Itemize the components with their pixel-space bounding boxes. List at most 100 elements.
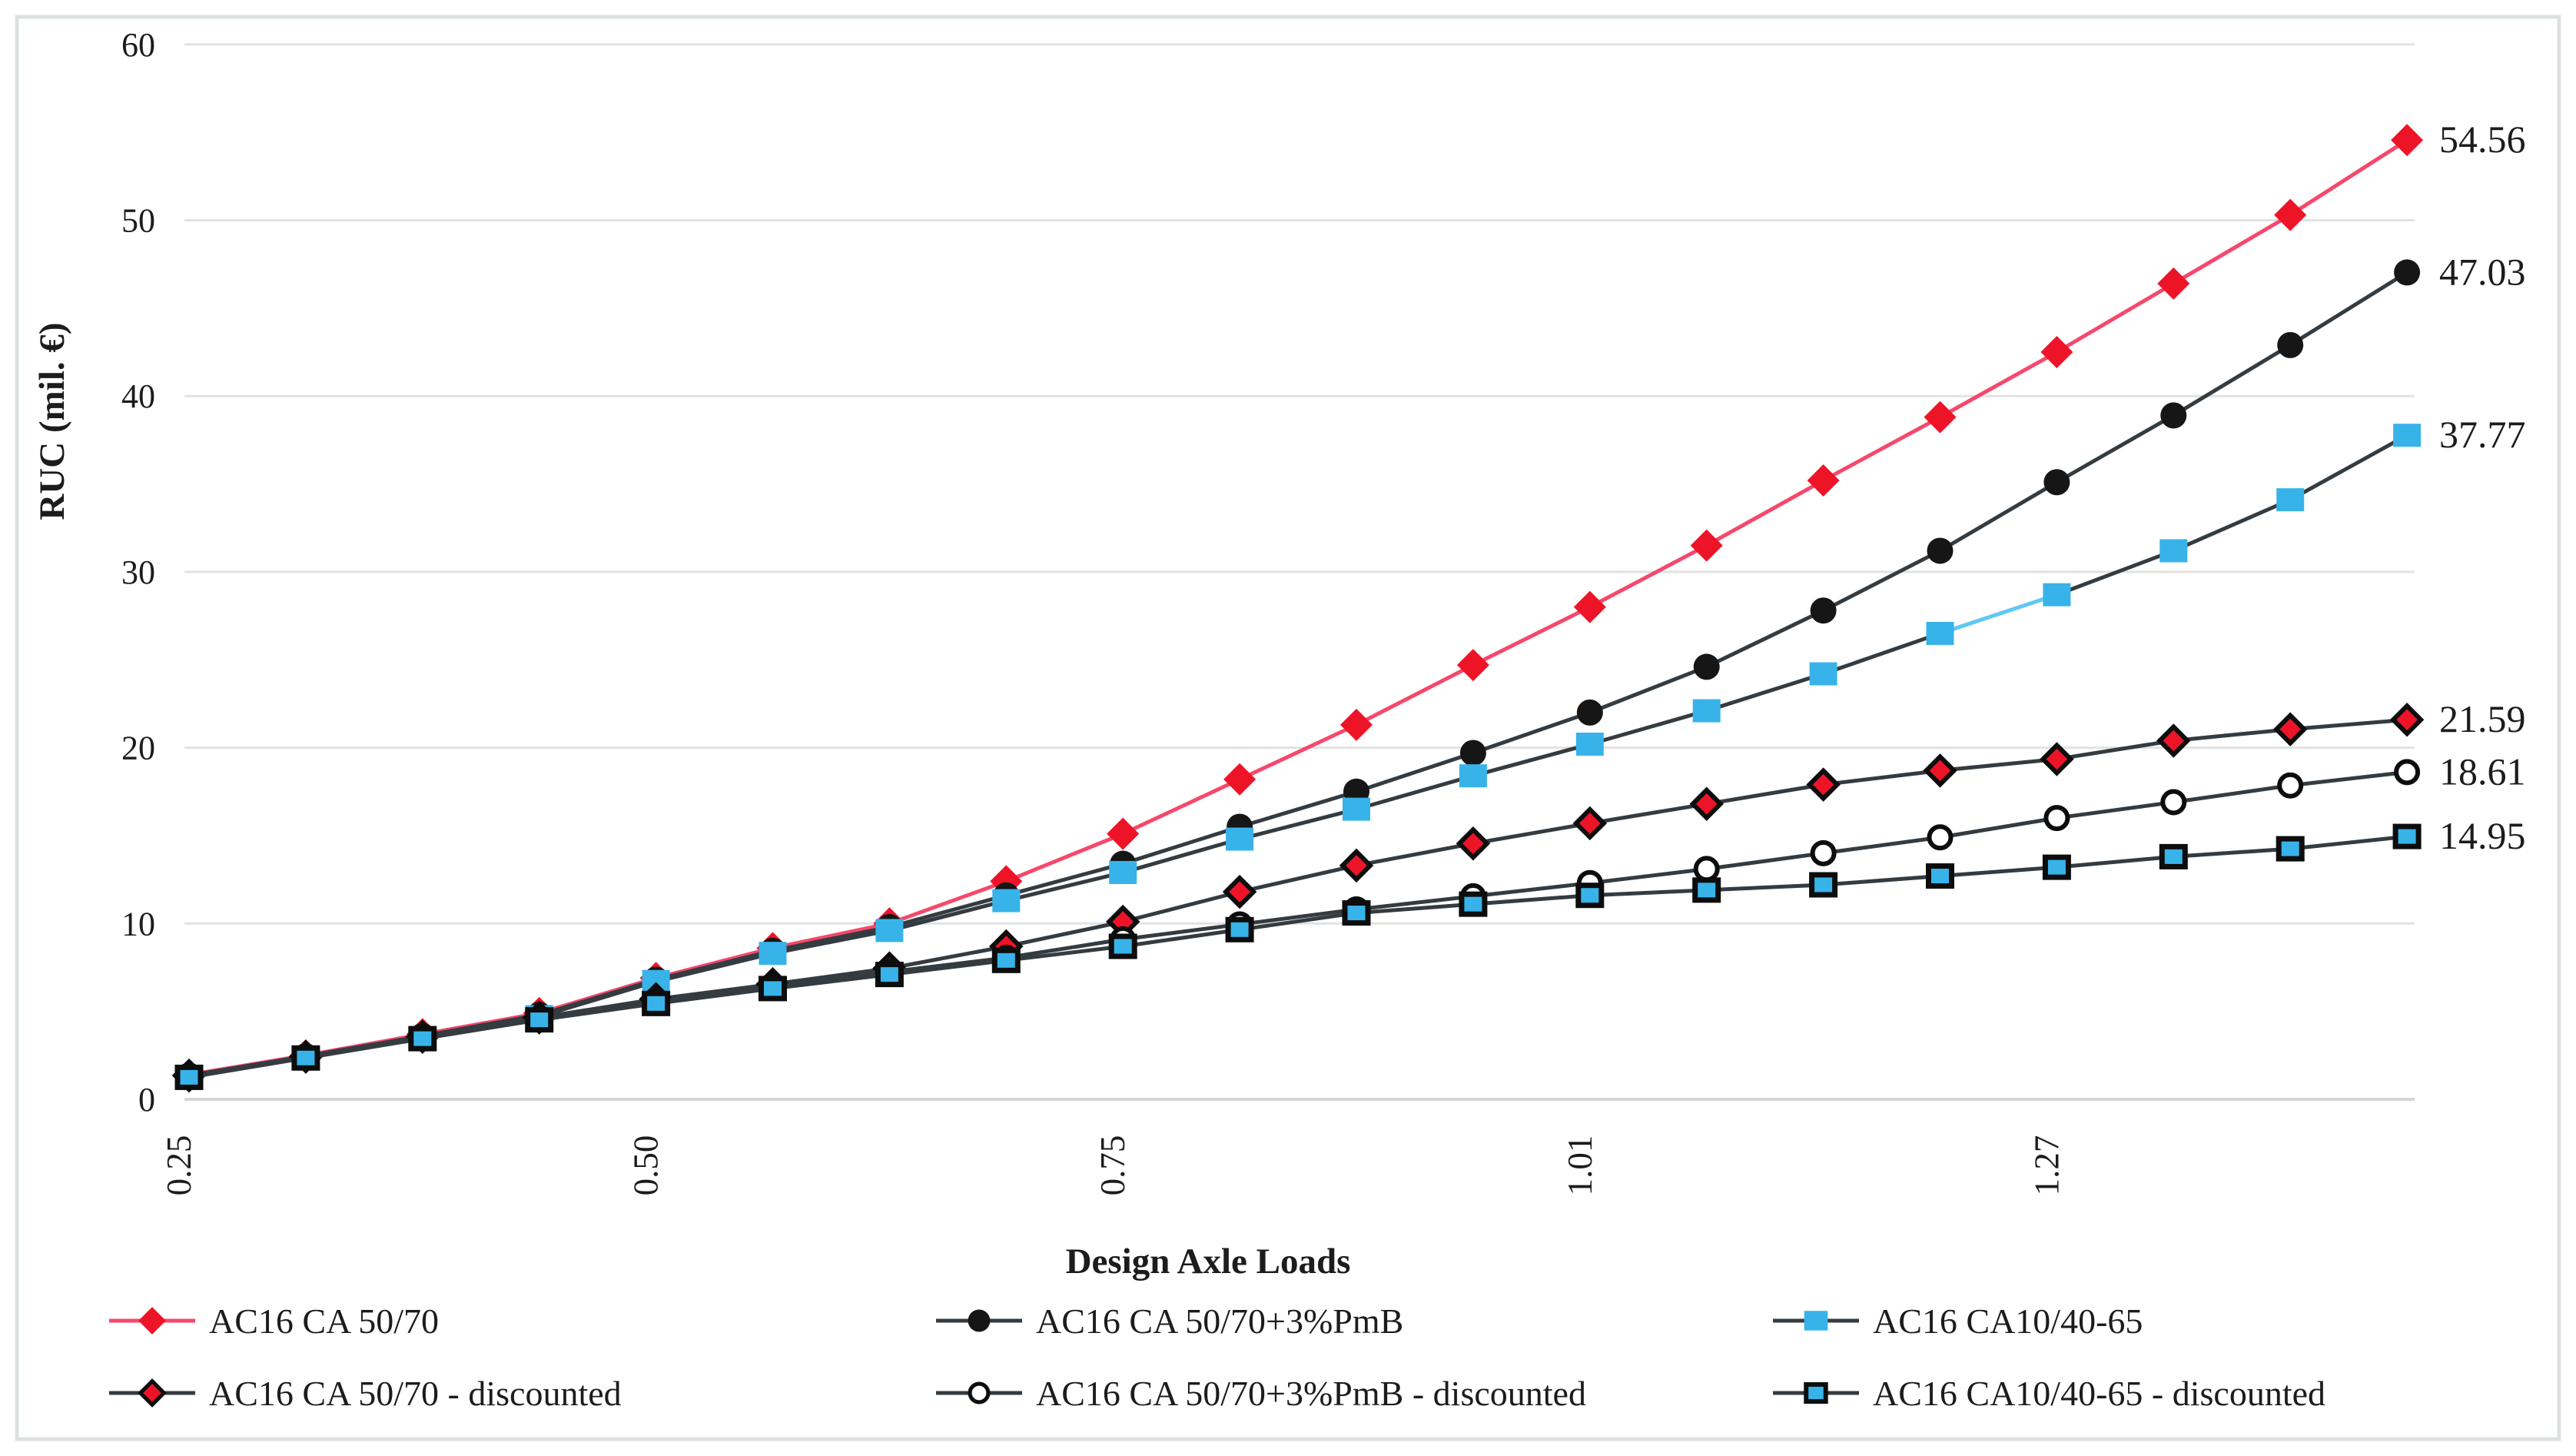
marker-diamond-outlined [1923, 753, 1957, 788]
series-line-segment [1239, 723, 1358, 782]
series-line-segment [1705, 478, 1824, 547]
series-end-label: 54.56 [2439, 118, 2526, 161]
series-line-segment [1939, 480, 2058, 553]
series-line-segment [2289, 717, 2408, 732]
x-tick-label: 0.50 [627, 1135, 666, 1196]
marker-square-outlined [1926, 863, 1954, 889]
series-line-segment [2173, 783, 2291, 804]
series-line-segment [1472, 742, 1591, 778]
marker-diamond [1690, 529, 1723, 562]
marker-diamond [1107, 817, 1140, 850]
series-line-segment [1005, 870, 1124, 903]
series-line-segment [1122, 777, 1241, 836]
series-line-segment [2056, 549, 2175, 597]
marker-square-outlined [1108, 933, 1137, 959]
marker-diamond-outlined [138, 1378, 167, 1408]
series-line-segment [2289, 138, 2408, 217]
series-line-segment [656, 982, 773, 1002]
series-line-segment [1822, 415, 1941, 483]
marker-square [1809, 662, 1837, 686]
series-line-segment [1239, 911, 1357, 932]
marker-circle [2160, 402, 2187, 429]
series-line-segment [1822, 631, 1941, 676]
marker-square [2159, 539, 2188, 563]
series-line-segment [1239, 807, 1357, 841]
x-tick-label: 0.25 [160, 1135, 198, 1196]
series-line-segment [1940, 816, 2057, 839]
series-line-segment [1005, 919, 1124, 949]
marker-square [2276, 488, 2305, 512]
marker-circle [1576, 699, 1603, 726]
marker-square-outlined [1575, 883, 1605, 909]
series-line-segment [2173, 213, 2292, 285]
marker-circle [1459, 740, 1486, 766]
series-line-segment [1823, 874, 1940, 887]
series-end-label: 21.59 [2439, 697, 2526, 740]
y-axis-title: RUC (mil. €) [32, 322, 72, 520]
series-line-segment [2289, 271, 2408, 347]
series-line-segment [1705, 672, 1824, 713]
marker-square [875, 919, 904, 942]
series-line-segment [2289, 434, 2408, 502]
series-line-segment [1122, 927, 1240, 949]
y-tick-label: 10 [121, 905, 155, 942]
series-line-segment [188, 1055, 307, 1079]
series-line-segment [1239, 907, 1357, 926]
marker-square-outlined [1809, 872, 1838, 898]
series-line-segment [1472, 893, 1590, 906]
marker-diamond [2391, 124, 2424, 157]
series-line-segment [2056, 800, 2174, 820]
series-line-segment [1356, 773, 1474, 812]
series-line-segment [1472, 605, 1591, 667]
series-line-segment [1356, 751, 1474, 794]
marker-diamond [2274, 198, 2307, 231]
marker-circle [1810, 597, 1837, 624]
marker-circle-open [2277, 772, 2304, 799]
series-line-segment [1356, 902, 1474, 916]
series-line-segment [539, 1001, 656, 1022]
series-line-segment [1005, 862, 1124, 898]
series-line-segment [1589, 866, 1707, 886]
series-end-label: 47.03 [2439, 250, 2526, 293]
series-line-segment [1706, 883, 1824, 893]
legend-label: AC16 CA 50/70 [209, 1301, 439, 1341]
marker-circle [2043, 469, 2070, 496]
series-line-segment [772, 972, 890, 991]
series-line-segment [772, 925, 890, 953]
marker-square [992, 889, 1021, 912]
series-end-label: 18.61 [2439, 750, 2526, 793]
series-line-segment [1472, 710, 1591, 755]
marker-square-outlined [2159, 843, 2188, 869]
series-line-segment [2056, 738, 2174, 761]
series-line-segment [888, 899, 1007, 932]
y-tick-label: 20 [121, 730, 155, 767]
y-tick-label: 0 [138, 1081, 155, 1119]
series-line-segment [1588, 665, 1708, 715]
marker-square-outlined [525, 1007, 554, 1033]
y-tick-label: 30 [121, 553, 155, 591]
series-line-segment [1589, 802, 1708, 826]
series-line-segment [889, 956, 1007, 974]
series-line-segment [1472, 881, 1591, 899]
x-tick-label: 0.75 [1094, 1135, 1132, 1196]
marker-square [759, 942, 787, 966]
marker-circle-open [2043, 805, 2070, 832]
marker-circle [1927, 537, 1954, 564]
marker-circle [2394, 259, 2421, 286]
legend-label: AC16 CA10/40-65 - discounted [1873, 1374, 2325, 1413]
x-tick-label: 1.01 [1561, 1135, 1599, 1196]
y-tick-label: 40 [121, 377, 155, 415]
series-line-segment [1823, 768, 1940, 787]
marker-diamond-outlined [1806, 767, 1841, 802]
marker-diamond [2157, 267, 2190, 300]
marker-square-outlined [2392, 823, 2422, 849]
marker-square-outlined [174, 1064, 204, 1090]
marker-diamond [1924, 401, 1957, 434]
legend-label: AC16 CA 50/70 - discounted [209, 1374, 622, 1413]
series-line-segment [772, 966, 890, 986]
series-line-segment [1940, 756, 2057, 773]
marker-diamond-outlined [1689, 786, 1724, 822]
marker-diamond-outlined [2389, 702, 2425, 737]
series-line-segment [772, 928, 890, 956]
series-line-segment [2056, 414, 2175, 484]
